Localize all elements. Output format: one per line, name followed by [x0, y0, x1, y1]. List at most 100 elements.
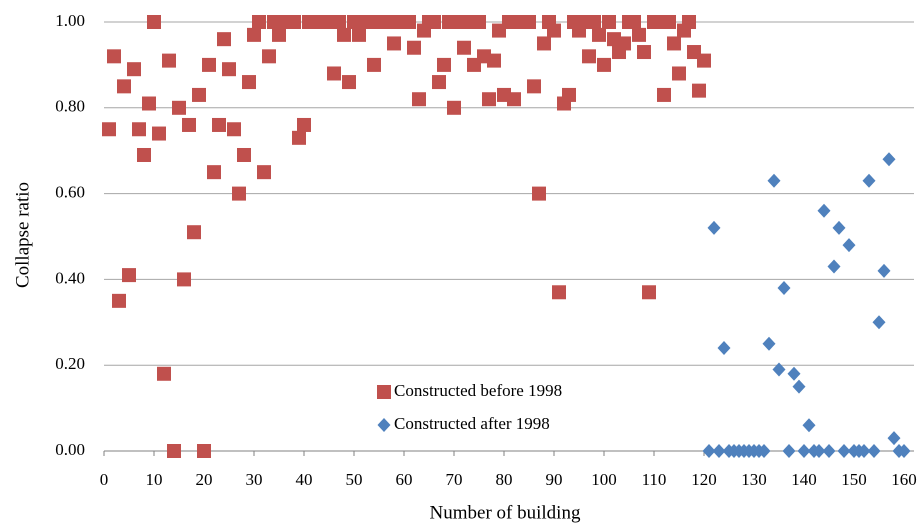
data-point	[157, 366, 171, 381]
data-point	[187, 225, 201, 240]
x-tick-label: 10	[146, 470, 163, 489]
data-point	[202, 57, 216, 72]
data-point	[342, 75, 356, 90]
data-point	[147, 15, 161, 29]
data-point	[857, 444, 871, 458]
data-point	[167, 444, 181, 458]
x-tick-label: 150	[841, 470, 867, 489]
x-axis-label: Number of building	[430, 502, 581, 523]
data-point	[507, 92, 521, 107]
x-tick-label: 140	[791, 470, 817, 489]
data-point	[117, 79, 131, 94]
data-point	[702, 444, 716, 458]
data-point	[762, 336, 776, 351]
x-tick-label: 50	[346, 470, 363, 489]
data-point	[242, 75, 256, 90]
data-point	[707, 220, 721, 235]
data-point	[432, 75, 446, 90]
y-axis-label: Collapse ratio	[12, 182, 33, 288]
legend-marker	[377, 418, 391, 432]
data-point	[232, 186, 246, 201]
data-point	[367, 57, 381, 72]
x-tick-label: 20	[196, 470, 213, 489]
data-point	[882, 152, 896, 167]
data-point	[482, 92, 496, 107]
data-point	[632, 27, 646, 42]
data-point	[867, 444, 881, 458]
x-tick-label: 160	[891, 470, 917, 489]
data-point	[102, 122, 116, 137]
data-point	[817, 203, 831, 218]
data-point	[287, 15, 301, 29]
data-point	[262, 49, 276, 64]
data-point	[122, 268, 136, 283]
y-tick-label: 0.80	[55, 97, 85, 116]
x-tick-label: 0	[100, 470, 109, 489]
data-point	[827, 259, 841, 274]
data-point	[487, 53, 501, 68]
data-point	[257, 165, 271, 180]
data-point	[182, 117, 196, 132]
data-point	[842, 238, 856, 253]
data-point	[792, 379, 806, 394]
data-point	[177, 272, 191, 287]
data-point	[527, 79, 541, 94]
data-point	[552, 285, 566, 300]
x-tick-label: 120	[691, 470, 717, 489]
data-point	[837, 444, 851, 458]
data-point	[877, 263, 891, 278]
data-point	[222, 62, 236, 77]
data-point	[247, 27, 261, 42]
y-tick-label: 0.20	[55, 354, 85, 373]
data-point	[327, 66, 341, 81]
data-point	[782, 444, 796, 458]
x-tick-label: 80	[496, 470, 513, 489]
y-tick-label: 0.00	[55, 440, 85, 459]
data-point	[777, 280, 791, 295]
y-tick-label: 0.60	[55, 183, 85, 202]
data-point	[802, 418, 816, 433]
data-point	[407, 40, 421, 55]
data-point	[172, 100, 186, 115]
data-point	[642, 285, 656, 300]
data-point	[602, 15, 616, 29]
data-point	[352, 27, 366, 42]
x-tick-label: 110	[642, 470, 667, 489]
data-point	[547, 23, 561, 38]
data-point	[832, 220, 846, 235]
data-point	[192, 87, 206, 102]
data-point	[597, 57, 611, 72]
legend-label: Constructed after 1998	[394, 414, 550, 433]
x-tick-label: 130	[741, 470, 767, 489]
data-point	[637, 45, 651, 60]
data-point	[692, 83, 706, 98]
data-point	[582, 49, 596, 64]
data-point	[252, 15, 266, 29]
data-point	[152, 126, 166, 141]
data-point	[427, 15, 441, 29]
data-point	[142, 96, 156, 111]
data-point	[587, 15, 601, 29]
data-point	[227, 122, 241, 137]
x-tick-label: 90	[546, 470, 563, 489]
data-point	[667, 36, 681, 51]
data-point	[332, 15, 346, 29]
data-point	[437, 57, 451, 72]
data-point	[457, 40, 471, 55]
data-point	[812, 444, 826, 458]
x-tick-label: 30	[246, 470, 263, 489]
x-tick-label: 60	[396, 470, 413, 489]
data-point	[292, 130, 306, 145]
x-tick-label: 100	[591, 470, 617, 489]
data-point	[412, 92, 426, 107]
data-point	[337, 27, 351, 42]
data-point	[137, 147, 151, 162]
data-point	[212, 117, 226, 132]
y-tick-label: 1.00	[55, 11, 85, 30]
data-point	[672, 66, 686, 81]
data-point	[767, 173, 781, 188]
legend-label: Constructed before 1998	[394, 381, 562, 400]
data-point	[162, 53, 176, 68]
